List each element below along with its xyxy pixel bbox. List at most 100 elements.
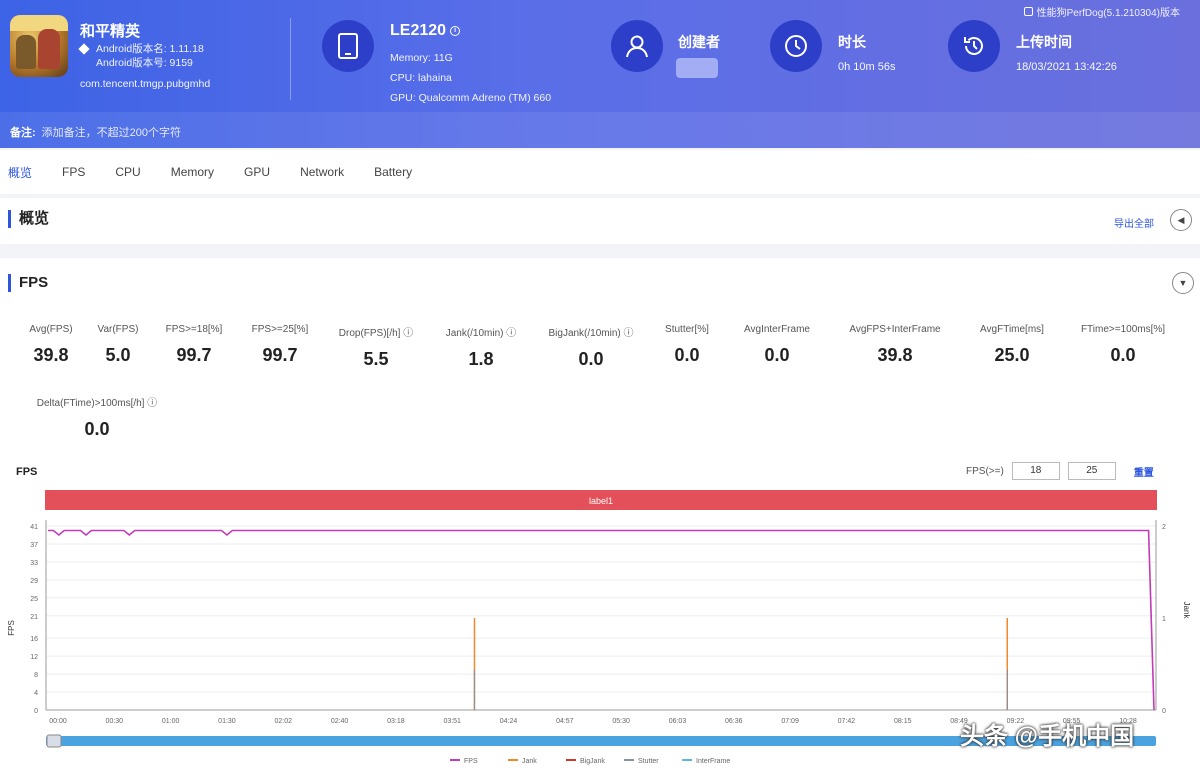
legend-label[interactable]: Jank [522,758,537,765]
metric-avg-fps: Avg(FPS) 39.8 [29,324,73,365]
note-label: 备注: [10,127,36,139]
collapse-down-icon[interactable]: ▼ [1172,272,1194,294]
info-icon[interactable]: i [450,25,461,36]
fps-chart-title: FPS [16,466,38,478]
fps-filter: FPS(>=) 18 25 重置 [966,462,1154,480]
report-header: 和平精英 Android版本名: 1.11.18 Android版本号: 915… [0,0,1200,148]
y-tick-label: 33 [30,560,38,567]
legend-label[interactable]: BigJank [580,758,605,765]
metric-avgfps-interframe: AvgFPS+InterFrame 39.8 [849,324,941,365]
x-tick-label: 03:18 [387,718,405,725]
legend-label[interactable]: FPS [464,758,478,765]
metric-var-fps: Var(FPS) 5.0 [97,324,139,365]
tab-cpu[interactable]: CPU [115,165,141,179]
y-tick-label: 0 [34,708,38,715]
android-icon [78,43,90,55]
duration-label: 时长 [838,34,866,50]
x-tick-label: 10:28 [1119,718,1137,725]
x-tick-label: 08:15 [894,718,912,725]
note-bar[interactable]: 备注: 添加备注，不超过200个字符 [0,112,1200,148]
x-tick-label: 05:30 [612,718,630,725]
x-tick-label: 07:09 [781,718,799,725]
label-band-text: label1 [589,496,613,506]
metric-fps-18: FPS>=18[%] 99.7 [165,324,223,365]
tab-overview[interactable]: 概览 [8,165,33,180]
x-tick-label: 04:24 [500,718,518,725]
package-name: com.tencent.tmgp.pubgmhd [80,78,211,90]
metric-delta-ftime: Delta(FTime)>100ms[/h] ⓘ 0.0 [36,398,158,439]
tab-network[interactable]: Network [300,165,345,179]
x-tick-label: 02:02 [274,718,292,725]
fps-threshold-input-2[interactable]: 25 [1067,462,1116,480]
perfdog-version: 性能狗PerfDog(5.1.210304)版本 [1023,4,1180,19]
upload-time: 18/03/2021 13:42:26 [1016,61,1117,73]
x-tick-label: 01:30 [218,718,236,725]
device-memory: Memory: 11G [390,52,453,64]
fps-panel-title: FPS [8,274,48,292]
chart-series [48,529,1155,711]
legend-label[interactable]: InterFrame [696,758,730,765]
fps-panel: FPS ▼ Avg(FPS) 39.8 Var(FPS) 5.0 FPS>=18[%… [0,258,1200,770]
upload-label: 上传时间 [1016,34,1072,50]
legend-label[interactable]: Stutter [638,758,659,765]
duration-value: 0h 10m 56s [838,61,896,73]
timeline-scrollbar[interactable] [46,736,1156,746]
metric-bigjank: BigJank(/10min) ⓘ 0.0 [548,328,634,369]
watermark: 头条 @手机中国 [960,723,1135,750]
y-axis-label: FPS [7,620,16,636]
x-tick-label: 02:40 [331,718,349,725]
metric-avg-interframe: AvgInterFrame 0.0 [744,324,810,365]
x-tick-label: 09:22 [1007,718,1025,725]
metric-drop-fps: Drop(FPS)[/h] ⓘ 5.5 [338,328,414,369]
export-all-link[interactable]: 导出全部 [1114,219,1154,230]
x-tick-label: 03:51 [443,718,461,725]
x-tick-label: 09:55 [1063,718,1081,725]
y-tick-label: 29 [30,578,38,585]
x-tick-label: 06:36 [725,718,743,725]
x-tick-label: 01:00 [162,718,180,725]
note-input[interactable]: 添加备注，不超过200个字符 [41,127,182,139]
android-version-code: Android版本号: 9159 [96,57,193,69]
tab-battery[interactable]: Battery [374,165,413,179]
x-tick-label: 00:30 [106,718,124,725]
y-tick-label: 16 [30,636,38,643]
reset-button[interactable]: 重置 [1133,467,1154,479]
android-version-name: Android版本名: 1.11.18 [96,43,204,55]
overview-panel: 概览 导出全部 ◀ [0,198,1200,244]
device-cpu: CPU: lahaina [390,72,452,84]
chart-legend: FPS Jank BigJank Stutter InterFrame [450,758,730,765]
tab-memory[interactable]: Memory [170,165,215,179]
metric-jank: Jank(/10min) ⓘ 1.8 [445,328,517,369]
clock-icon [770,20,822,72]
x-tick-label: 04:57 [556,718,574,725]
app-name: 和平精英 [80,23,141,40]
fps-threshold-input-1[interactable]: 18 [1011,462,1060,480]
label-band[interactable] [45,490,1157,510]
scrollbar-handle[interactable] [46,734,62,748]
x-tick-label: 07:42 [838,718,856,725]
device-tablet-icon [322,20,374,72]
metric-ftime-100: FTime>=100ms[%] 0.0 [1080,324,1166,365]
y-tick-label: 25 [30,596,38,603]
overview-title: 概览 [8,210,49,228]
y2-tick-label: 2 [1162,524,1166,531]
tab-fps[interactable]: FPS [62,165,86,179]
y-tick-label: 41 [30,524,38,531]
x-tick-label: 00:00 [49,718,67,725]
y-tick-label: 12 [30,654,38,661]
creator-label: 创建者 [678,34,720,50]
metric-fps-25: FPS>=25[%] 99.7 [251,324,309,365]
app-version-icon [1023,7,1033,16]
y-tick-label: 21 [30,614,38,621]
collapse-left-icon[interactable]: ◀ [1170,209,1192,231]
fps-filter-label: FPS(>=) [966,465,1004,477]
creator-avatar-blurred [676,58,718,78]
y2-tick-label: 0 [1162,708,1166,715]
device-gpu: GPU: Qualcomm Adreno (TM) 660 [390,92,552,104]
y2-axis-ticks: 0 1 2 [1162,524,1166,715]
y-tick-label: 4 [34,690,38,697]
tab-gpu[interactable]: GPU [244,165,271,179]
header-divider [290,18,291,100]
history-icon [948,20,1000,72]
